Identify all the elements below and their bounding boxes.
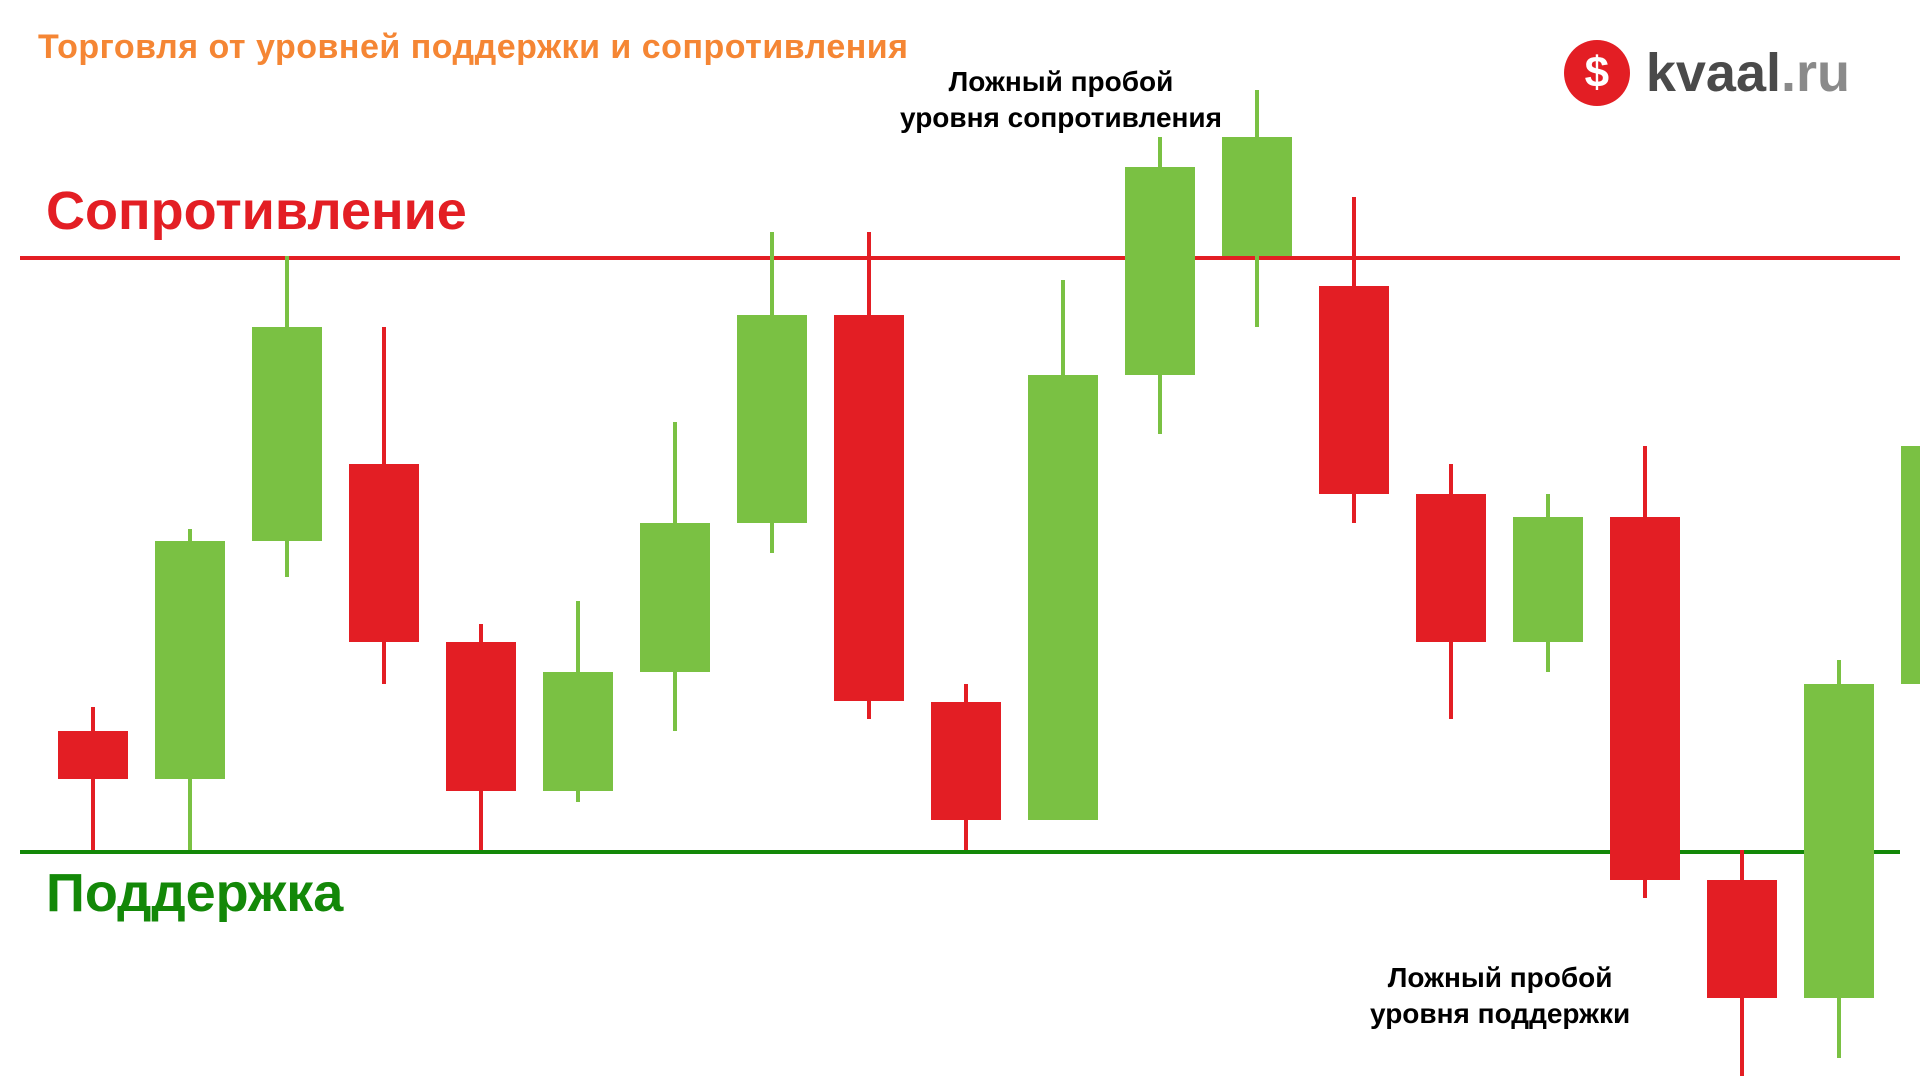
candle — [1416, 0, 1486, 1080]
candle-body-bear — [446, 642, 516, 791]
candle — [155, 0, 225, 1080]
candle-body-bull — [1513, 517, 1583, 642]
candle-body-bear — [58, 731, 128, 779]
candle — [1513, 0, 1583, 1080]
candle — [446, 0, 516, 1080]
candle-body-bull — [737, 315, 807, 523]
candle-body-bull — [1804, 684, 1874, 999]
candle — [834, 0, 904, 1080]
candle-body-bear — [931, 702, 1001, 821]
candle — [737, 0, 807, 1080]
candle-wick — [91, 707, 95, 850]
candle — [58, 0, 128, 1080]
candle — [1125, 0, 1195, 1080]
candle-body-bear — [1416, 494, 1486, 643]
candle — [640, 0, 710, 1080]
candle-body-bear — [349, 464, 419, 642]
candle-body-bear — [834, 315, 904, 701]
candle-body-bull — [155, 541, 225, 779]
candle — [931, 0, 1001, 1080]
candle-body-bull — [543, 672, 613, 791]
candle-body-bear — [1610, 517, 1680, 879]
candle — [1901, 0, 1920, 1080]
candle-body-bear — [1707, 880, 1777, 999]
candle — [1028, 0, 1098, 1080]
candle — [349, 0, 419, 1080]
candle-body-bull — [252, 327, 322, 541]
candle — [1707, 0, 1777, 1080]
candle — [1319, 0, 1389, 1080]
candle — [543, 0, 613, 1080]
false-breakout-support-label: Ложный пробой уровня поддержки — [1370, 960, 1630, 1033]
candle-body-bull — [1125, 167, 1195, 375]
candle — [1610, 0, 1680, 1080]
candle-body-bull — [640, 523, 710, 672]
candle-body-bull — [1222, 137, 1292, 256]
candle — [1804, 0, 1874, 1080]
candle-body-bear — [1319, 286, 1389, 494]
candle — [1222, 0, 1292, 1080]
candle-body-bull — [1901, 446, 1920, 684]
candle-body-bull — [1028, 375, 1098, 821]
candle — [252, 0, 322, 1080]
